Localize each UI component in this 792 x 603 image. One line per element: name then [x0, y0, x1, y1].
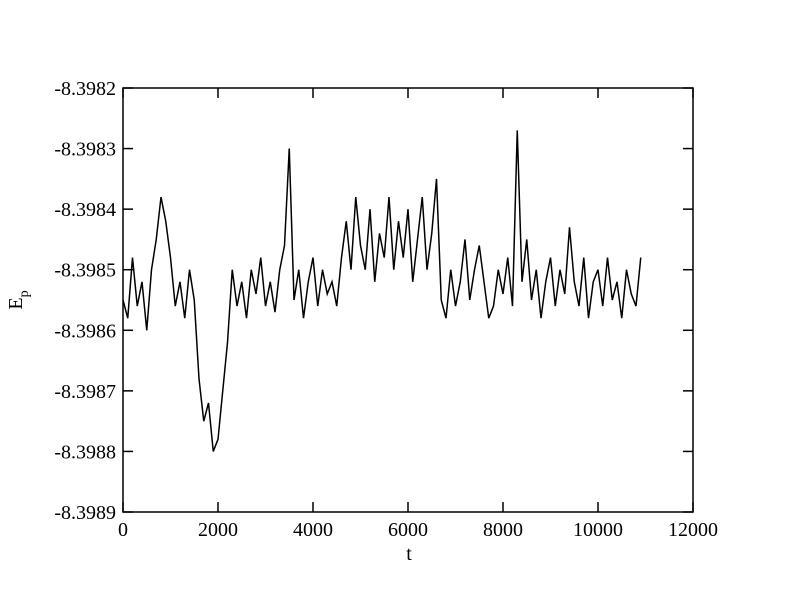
y-tick-label: -8.3989 [54, 502, 116, 524]
plot-frame [122, 87, 694, 513]
y-tick-label: -8.3987 [54, 381, 116, 403]
x-tick-label: 4000 [293, 519, 333, 541]
y-axis-label-subscript: p [17, 290, 32, 297]
x-tick-label: 8000 [483, 519, 523, 541]
x-tick-label: 10000 [573, 519, 623, 541]
x-tick-label: 2000 [198, 519, 238, 541]
y-tick-label: -8.3982 [54, 78, 116, 100]
y-tick-label: -8.3988 [54, 441, 116, 463]
y-axis-label-main: E [5, 297, 27, 309]
x-tick-label: 6000 [388, 519, 428, 541]
x-tick-label: 12000 [668, 519, 718, 541]
y-tick-label: -8.3983 [54, 139, 116, 161]
y-tick-label: -8.3984 [54, 199, 116, 221]
x-axis-label: t [406, 543, 412, 565]
y-axis-label: Ep [5, 290, 32, 309]
y-tick-label: -8.3986 [54, 320, 116, 342]
x-tick-label: 0 [118, 519, 128, 541]
y-tick-label: -8.3985 [54, 260, 116, 282]
data-line [122, 130, 642, 452]
